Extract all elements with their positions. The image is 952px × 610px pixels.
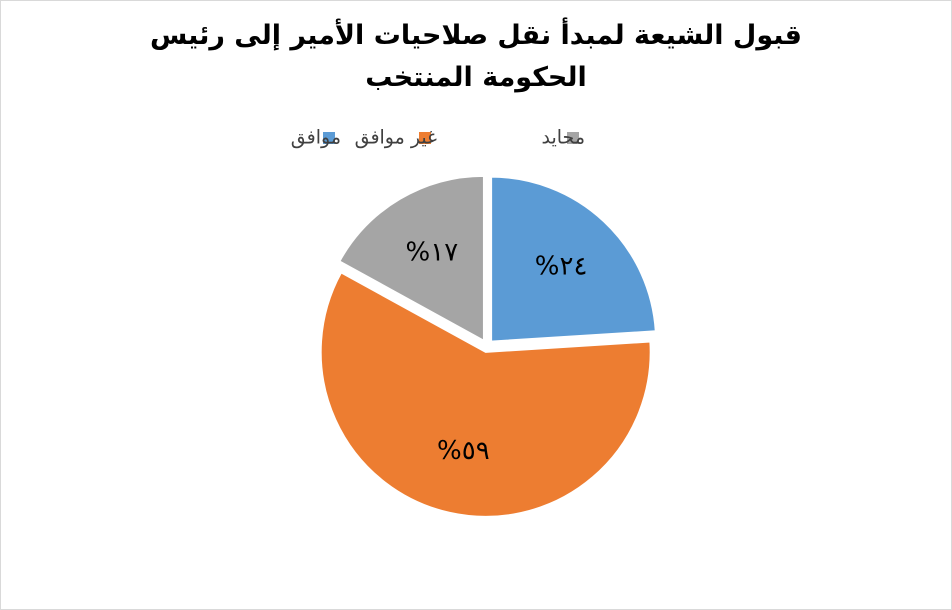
legend-label: موافق bbox=[291, 127, 341, 149]
data-label: %١٧ bbox=[406, 237, 459, 267]
pie-slice bbox=[337, 174, 485, 343]
pie-slice bbox=[490, 175, 657, 343]
legend-label: محايد bbox=[542, 127, 586, 149]
data-label: %٥٩ bbox=[437, 436, 490, 466]
legend-swatch bbox=[323, 132, 335, 144]
legend-label: غير موافق bbox=[355, 127, 437, 149]
pie-slice bbox=[319, 271, 652, 518]
legend-swatch bbox=[419, 132, 431, 144]
legend-swatch bbox=[567, 132, 579, 144]
chart-title: قبول الشيعة لمبدأ نقل صلاحيات الأمير إلى… bbox=[150, 20, 802, 93]
data-label: %٢٤ bbox=[535, 252, 588, 282]
